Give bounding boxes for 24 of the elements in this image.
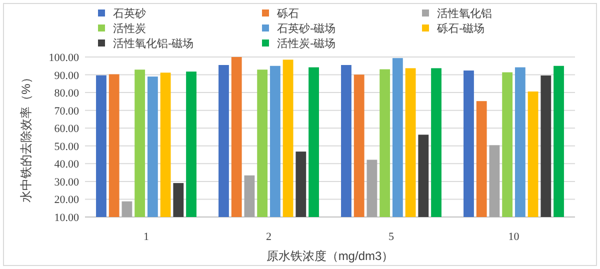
legend-label: 砾石-磁场 xyxy=(436,22,485,35)
legend-label: 石英砂-磁场 xyxy=(277,22,336,35)
x-tick-label: 5 xyxy=(388,231,394,243)
legend-label: 活性氧化铝-磁场 xyxy=(113,38,194,50)
legend-label: 活性氧化铝 xyxy=(437,8,492,20)
legend-label: 活性炭-磁场 xyxy=(277,37,336,50)
legend-label: 活性炭 xyxy=(113,22,146,35)
y-tick-label: 60.00 xyxy=(54,123,80,136)
x-tick-label: 2 xyxy=(266,231,272,243)
x-tick-label: 1 xyxy=(144,231,149,243)
y-tick-label: 20.00 xyxy=(54,194,80,206)
y-axis-title: 水中铁的去除效率（%） xyxy=(19,72,33,202)
y-tick-label: 40.00 xyxy=(54,158,80,171)
y-tick-label: 100.00 xyxy=(48,52,80,64)
y-tick-label: 50.00 xyxy=(54,140,80,153)
x-tick-label: 10 xyxy=(508,231,520,243)
y-tick-label: 90.00 xyxy=(54,70,80,82)
x-axis-title: 原水铁浓度（mg/dm3） xyxy=(266,249,394,263)
y-tick-label: 80.00 xyxy=(54,88,80,100)
legend-label: 石英砂 xyxy=(113,7,146,20)
legend-label: 砾石 xyxy=(276,7,299,20)
y-tick-label: 70.00 xyxy=(54,105,80,118)
y-tick-label: 30.00 xyxy=(54,176,80,188)
y-tick-label: 10.00 xyxy=(54,212,80,224)
